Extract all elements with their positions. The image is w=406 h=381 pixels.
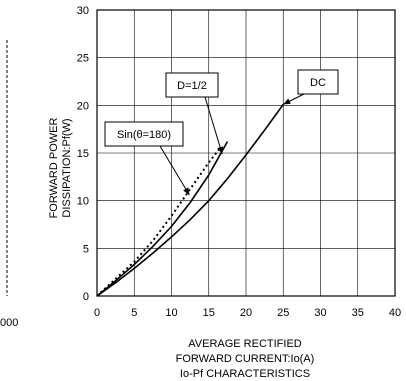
callout-arrowhead-d-1-2 (217, 146, 224, 154)
series-layer (96, 103, 284, 297)
x-tick-label-0: 0 (94, 307, 100, 319)
y-tick-label-10: 10 (77, 196, 89, 208)
x-tick-label-30: 30 (314, 307, 326, 319)
callout-leader-d-1-2 (204, 96, 223, 155)
y-tick-label-0: 0 (83, 291, 89, 303)
callout-leader-sin-180 (159, 145, 190, 196)
callout-label-dc: DC (310, 77, 326, 89)
y-tick-label-15: 15 (77, 148, 89, 160)
x-axis-title-line-2: FORWARD CURRENT:Io(A) (176, 353, 315, 365)
callout-arrowhead-sin-180 (183, 187, 190, 195)
callout-box-d-1-2 (165, 72, 219, 98)
x-tick-label-35: 35 (352, 307, 364, 319)
x-tick-label-40: 40 (389, 307, 401, 319)
x-tick-label-15: 15 (203, 307, 215, 319)
series-line-sin-180 (96, 147, 221, 297)
x-tick-label-25: 25 (277, 307, 289, 319)
series-line-dc (96, 103, 284, 297)
x-axis-title-line-1: AVERAGE RECTIFIED (188, 338, 302, 350)
callout-box-sin-180 (104, 121, 184, 147)
y-tick-label-5: 5 (83, 243, 89, 255)
series-line-d-1-2 (96, 141, 229, 297)
left-panel-tick-fragment: 000 (0, 317, 18, 329)
x-tick-label-5: 5 (131, 307, 137, 319)
callout-label-sin-180: Sin(θ=180) (117, 129, 171, 141)
callout-layer: DC D=1/2 Sin(θ=180) (104, 69, 339, 196)
plot-frame (96, 9, 396, 297)
y-tick-label-30: 30 (77, 5, 89, 17)
callout-label-d-1-2: D=1/2 (177, 80, 207, 92)
y-tick-label-20: 20 (77, 100, 89, 112)
chart-caption: Io-Pf CHARACTERISTICS (180, 368, 310, 380)
callout-arrowhead-dc (283, 98, 291, 105)
callout-box-dc (297, 69, 339, 95)
y-axis-title-line-2: DISSIPATION:Pf(W) (61, 118, 73, 217)
x-tick-label-10: 10 (165, 307, 177, 319)
y-tick-label-25: 25 (77, 53, 89, 65)
y-axis-title-line-1: FORWARD POWER (48, 118, 60, 219)
grid-lines (97, 10, 395, 296)
tick-labels: 0 5 10 15 20 25 30 35 40 0 5 10 15 20 25 30 (77, 5, 401, 319)
x-tick-label-20: 20 (240, 307, 252, 319)
